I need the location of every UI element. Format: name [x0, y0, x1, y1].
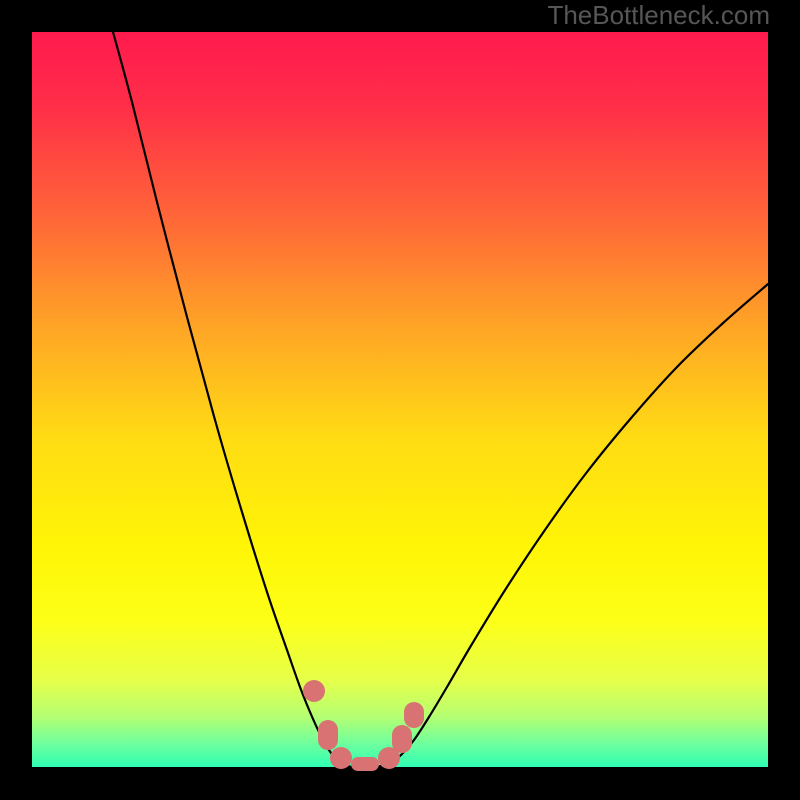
- curve-marker: [404, 702, 424, 728]
- chart-canvas: TheBottleneck.com: [0, 0, 800, 800]
- curve-marker: [303, 680, 325, 702]
- watermark-text: TheBottleneck.com: [547, 0, 770, 31]
- bottleneck-curve: [32, 32, 768, 767]
- curve-marker: [330, 747, 352, 769]
- curve-marker: [392, 725, 412, 753]
- plot-area: [32, 32, 768, 767]
- curve-marker: [318, 720, 338, 750]
- curve-marker: [351, 757, 379, 771]
